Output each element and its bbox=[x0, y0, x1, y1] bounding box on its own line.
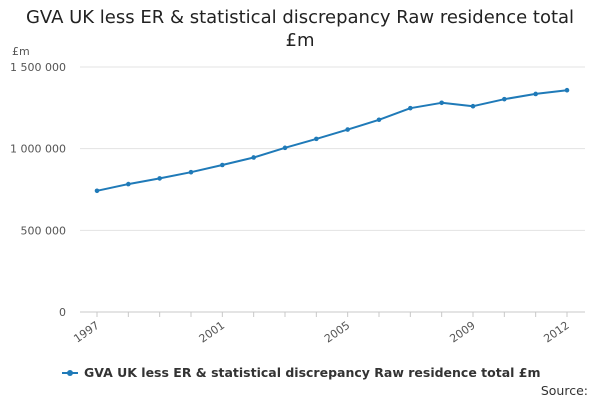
y-axis-label: £m bbox=[12, 45, 30, 58]
x-tick-label: 2005 bbox=[322, 319, 352, 346]
data-point bbox=[251, 155, 256, 160]
y-tick-label: 1 500 000 bbox=[10, 61, 66, 74]
gridlines bbox=[80, 66, 585, 231]
data-point bbox=[314, 136, 319, 142]
x-tick-label: 1997 bbox=[71, 319, 101, 346]
x-tick-label: 2012 bbox=[541, 319, 571, 346]
chart-title-line-1: GVA UK less ER & statistical discrepancy… bbox=[25, 7, 575, 28]
y-tick-label: 500 000 bbox=[21, 224, 67, 237]
data-point bbox=[376, 117, 382, 123]
chart-title-line-2: £m bbox=[285, 30, 315, 51]
y-tick-label: 1 000 000 bbox=[10, 143, 66, 156]
data-point bbox=[470, 103, 476, 109]
data-point bbox=[502, 96, 507, 102]
x-axis: 1997 2001 2005 2009 2012 bbox=[71, 311, 585, 346]
legend-label: GVA UK less ER & statistical discrepancy… bbox=[84, 365, 541, 380]
data-point bbox=[564, 87, 570, 93]
x-tick-label: 2001 bbox=[197, 319, 227, 346]
data-point bbox=[94, 188, 100, 194]
series-group bbox=[94, 87, 570, 194]
x-tick-label: 2009 bbox=[447, 319, 477, 346]
source-label: Source: bbox=[540, 383, 588, 398]
data-point bbox=[157, 176, 162, 181]
data-point bbox=[439, 100, 444, 106]
y-tick-label: 0 bbox=[59, 306, 66, 319]
legend[interactable]: GVA UK less ER & statistical discrepancy… bbox=[62, 365, 541, 380]
series-line bbox=[96, 89, 568, 192]
legend-swatch-icon bbox=[62, 369, 78, 376]
data-point bbox=[345, 127, 350, 132]
chart-title: GVA UK less ER & statistical discrepancy… bbox=[0, 6, 600, 52]
data-point bbox=[533, 91, 538, 97]
data-point bbox=[220, 162, 225, 168]
data-point bbox=[126, 181, 131, 187]
data-point bbox=[282, 145, 288, 151]
y-axis-ticks: 0 500 000 1 000 000 1 500 000 bbox=[10, 61, 66, 319]
data-point bbox=[188, 169, 194, 175]
data-point bbox=[408, 105, 413, 111]
